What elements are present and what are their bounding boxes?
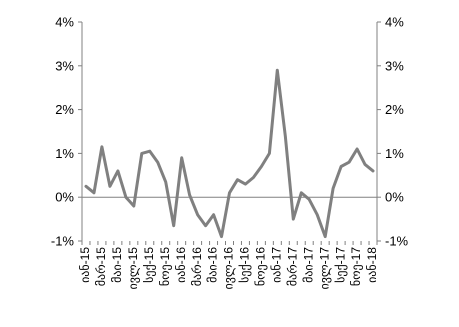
x-tick-label: იან-17: [270, 247, 284, 283]
left-y-axis-ticks: 4% 3% 2% 1% 0% -1%: [51, 15, 82, 249]
x-tick-label: სექ-16: [238, 247, 252, 283]
y-tick-label-right: -1%: [385, 234, 409, 249]
y-tick-label-right: 1%: [385, 146, 404, 161]
y-tick-label-left: 2%: [55, 102, 74, 117]
x-tick-label: იან-16: [174, 247, 188, 283]
x-tick-label: ივლ-16: [222, 247, 236, 290]
series-line: [84, 68, 375, 239]
x-tick-label: ნოე-16: [254, 247, 268, 286]
x-tick-label: ივლ-15: [126, 247, 140, 290]
y-tick-label-right: 2%: [385, 102, 404, 117]
x-tick-label: მარ-15: [94, 247, 108, 287]
x-tick-label: იან-15: [78, 247, 92, 283]
x-tick-label: მარ-17: [285, 247, 299, 287]
y-tick-label-left: 3%: [55, 58, 74, 73]
chart-plot-area: [84, 68, 375, 239]
x-tick-label: ნოე-15: [158, 247, 172, 286]
x-tick-label: სექ-15: [142, 247, 156, 283]
y-tick-label-right: 0%: [385, 190, 404, 205]
x-tick-label: მაი-17: [301, 247, 315, 283]
x-tick-label: მაი-16: [206, 247, 220, 283]
x-axis-ticks: იან-15 მარ-15 მაი-15 ივლ-15 სექ-15 ნოე-15 იან-…: [78, 241, 379, 289]
x-tick-label: მარ-16: [190, 247, 204, 287]
chart-axes: [81, 22, 378, 241]
right-y-axis-ticks: 4% 3% 2% 1% 0% -1%: [377, 15, 409, 249]
y-tick-label-right: 4%: [385, 15, 404, 30]
y-tick-label-left: 4%: [55, 15, 74, 30]
x-tick-label: მაი-15: [110, 247, 124, 283]
x-tick-label: იან-18: [365, 247, 379, 283]
x-tick-label: ივლ-17: [317, 247, 331, 290]
y-tick-label-left: 1%: [55, 146, 74, 161]
y-tick-label-right: 3%: [385, 58, 404, 73]
x-tick-label: ნოე-17: [349, 247, 363, 286]
y-tick-label-left: 0%: [55, 190, 74, 205]
x-tick-label: სექ-17: [333, 247, 347, 283]
y-tick-label-left: -1%: [51, 234, 75, 249]
